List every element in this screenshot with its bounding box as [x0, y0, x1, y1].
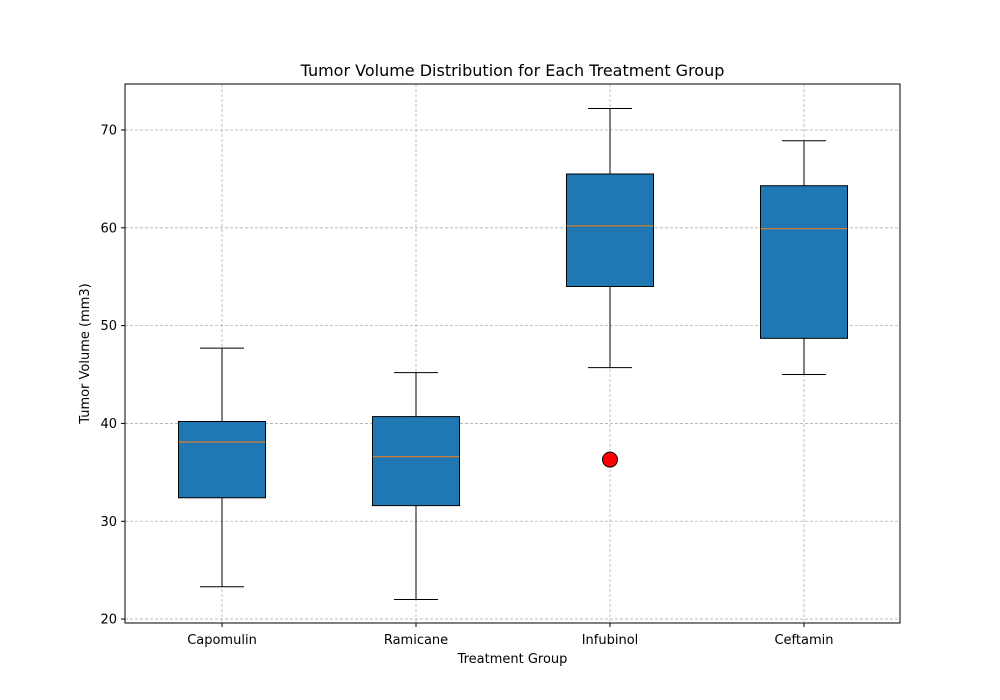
box-series	[178, 107, 848, 601]
x-tick-label: Capomulin	[187, 633, 257, 648]
x-tick-label: Infubinol	[582, 633, 639, 648]
y-tick-label: 60	[100, 221, 117, 236]
iqr-box	[372, 416, 460, 507]
x-tick-label: Ceftamin	[774, 633, 833, 648]
box-ramicane	[372, 372, 460, 601]
box-ceftamin	[760, 140, 848, 376]
y-tick-label: 20	[100, 613, 117, 628]
y-tick-label: 50	[100, 319, 117, 334]
box-capomulin	[178, 347, 266, 588]
axis-ticks: 20 30 40 50 60 70 Capomulin Ramicane Infubinol Ce…	[100, 123, 833, 648]
y-tick-label: 70	[100, 123, 117, 138]
iqr-box	[178, 420, 266, 499]
plot-area-frame	[124, 83, 901, 624]
x-axis-label: Treatment Group	[457, 652, 568, 667]
y-axis-label: Tumor Volume (mm3)	[78, 283, 93, 425]
iqr-box	[760, 185, 848, 339]
x-tick-label: Ramicane	[384, 633, 448, 648]
outlier-point	[602, 451, 618, 468]
chart-title: Tumor Volume Distribution for Each Treat…	[300, 61, 725, 80]
y-tick-label: 30	[100, 515, 117, 530]
iqr-box	[566, 173, 654, 287]
box-infubinol	[566, 107, 654, 468]
y-tick-label: 40	[100, 417, 117, 432]
